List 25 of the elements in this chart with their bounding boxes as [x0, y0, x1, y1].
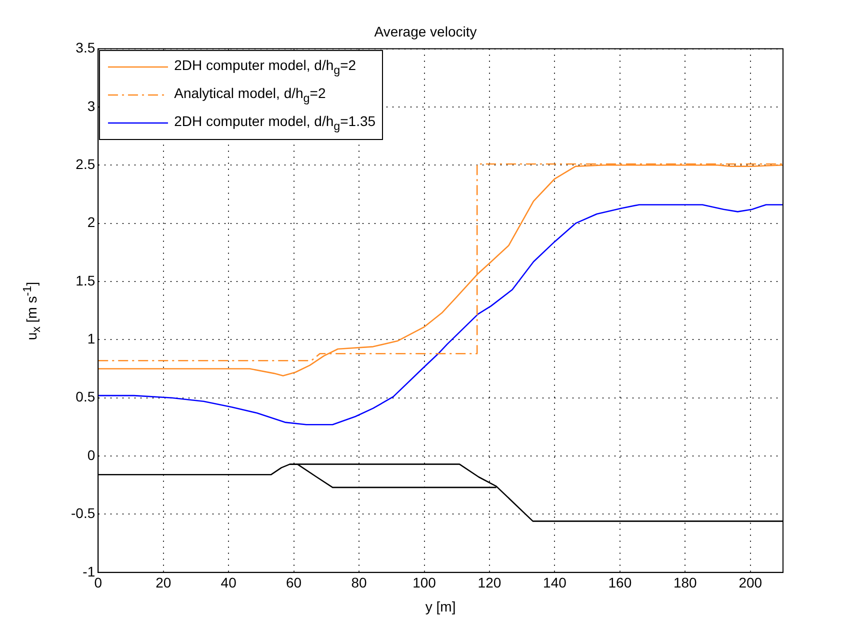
y-tick-label: -1 [82, 563, 96, 580]
y-tick-label: 1 [87, 330, 96, 347]
y-tick-label: 1.5 [76, 272, 96, 288]
chart-title: Average velocity [374, 23, 477, 40]
y-tick-label: 2 [87, 214, 96, 230]
legend-label: 2DH computer model, d/h$_{g}$=2 [174, 56, 356, 77]
x-tick-label: 100 [412, 574, 436, 591]
x-tick-label: 60 [286, 574, 302, 591]
x-tick-label: 160 [608, 574, 632, 591]
x-tick-label: 180 [673, 574, 698, 591]
y-tick-label: 2.5 [76, 156, 96, 172]
y-tick-label: -0.5 [71, 505, 96, 522]
x-tick-label: 200 [738, 574, 762, 591]
legend-label: Analytical model, d/h$_{g}$=2 [174, 84, 326, 105]
x-tick-label: 120 [478, 574, 502, 591]
y-tick-label: 0 [87, 446, 96, 463]
x-tick-label: 20 [156, 574, 172, 591]
x-tick-label: 80 [351, 574, 368, 591]
x-tick-label: 140 [543, 574, 567, 591]
y-tick-label: 3 [87, 98, 96, 114]
y-tick-label: 0.5 [76, 388, 96, 405]
x-axis-title: y [m] [425, 598, 456, 614]
y-tick-label: 3.5 [76, 40, 96, 56]
x-tick-label: 40 [220, 574, 237, 591]
legend-label: 2DH computer model, d/h$_{g}$=1.35 [174, 112, 376, 133]
